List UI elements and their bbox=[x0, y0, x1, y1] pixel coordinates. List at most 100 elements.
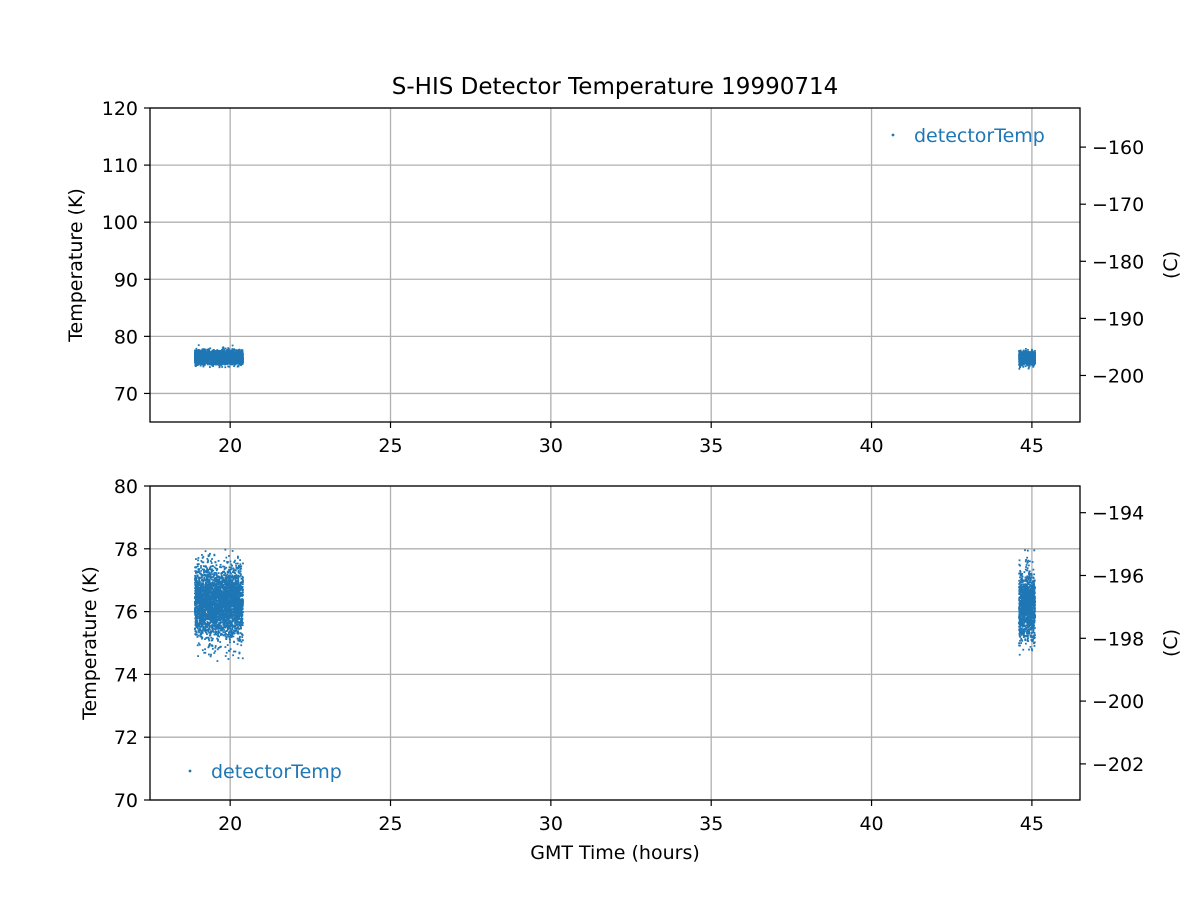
data-point bbox=[200, 359, 203, 361]
data-point bbox=[199, 353, 201, 356]
data-point bbox=[227, 347, 230, 349]
data-point bbox=[207, 348, 210, 351]
data-point bbox=[196, 352, 199, 355]
right-y-tick-label: −200 bbox=[1092, 365, 1144, 387]
data-point bbox=[236, 354, 238, 357]
data-point bbox=[197, 630, 200, 632]
data-point bbox=[222, 353, 225, 356]
data-point bbox=[232, 359, 235, 362]
data-point bbox=[223, 583, 226, 586]
data-point bbox=[1033, 351, 1036, 354]
data-point bbox=[204, 358, 207, 361]
data-point bbox=[196, 360, 198, 363]
data-point bbox=[227, 356, 229, 358]
data-point bbox=[197, 642, 200, 645]
data-point bbox=[200, 350, 203, 353]
data-point bbox=[214, 626, 217, 629]
data-point bbox=[216, 360, 219, 363]
data-point bbox=[204, 348, 207, 351]
data-point bbox=[237, 361, 240, 364]
data-point bbox=[229, 350, 232, 352]
top-right-axis-label: (C) bbox=[1160, 251, 1182, 279]
data-point bbox=[1022, 352, 1025, 355]
data-point bbox=[1023, 353, 1025, 356]
data-point bbox=[231, 344, 234, 347]
data-point bbox=[204, 363, 206, 366]
data-point bbox=[227, 362, 230, 365]
data-point bbox=[198, 356, 201, 358]
data-point bbox=[1029, 354, 1031, 357]
data-point bbox=[210, 353, 213, 356]
data-point bbox=[240, 354, 242, 357]
data-point bbox=[204, 356, 207, 359]
data-point bbox=[232, 567, 235, 570]
data-point bbox=[197, 359, 200, 362]
data-point bbox=[213, 351, 215, 354]
data-point bbox=[242, 361, 244, 364]
data-point bbox=[197, 351, 200, 354]
x-tick-label: 25 bbox=[378, 435, 402, 457]
data-point bbox=[215, 361, 218, 364]
data-point bbox=[1029, 355, 1032, 358]
data-point bbox=[232, 351, 234, 354]
data-point bbox=[211, 349, 214, 352]
data-point bbox=[208, 571, 210, 574]
data-point bbox=[1019, 366, 1022, 368]
data-point bbox=[1021, 364, 1024, 367]
data-point bbox=[199, 354, 202, 357]
data-point bbox=[199, 359, 202, 362]
data-point bbox=[223, 348, 226, 351]
data-point bbox=[200, 361, 203, 364]
x-tick-label: 45 bbox=[1020, 435, 1044, 457]
data-point bbox=[238, 353, 241, 356]
data-point bbox=[197, 344, 200, 347]
data-point bbox=[215, 360, 217, 362]
data-point bbox=[218, 351, 220, 354]
top-subplot: 20 25 30 35 40 45708090100110120−200−190−180−… bbox=[65, 98, 1182, 457]
data-point bbox=[200, 356, 203, 359]
data-point bbox=[215, 626, 218, 629]
data-point bbox=[1025, 363, 1028, 366]
data-point bbox=[218, 361, 221, 364]
data-point bbox=[207, 355, 210, 358]
data-point bbox=[1027, 364, 1030, 367]
data-point bbox=[219, 357, 222, 360]
data-point bbox=[1025, 357, 1028, 360]
data-point bbox=[195, 572, 197, 574]
data-point bbox=[236, 351, 239, 354]
data-point bbox=[209, 347, 212, 350]
data-point bbox=[236, 358, 239, 360]
data-point bbox=[214, 355, 216, 358]
right-y-tick-label: −170 bbox=[1092, 194, 1144, 216]
data-point bbox=[239, 563, 242, 566]
data-point bbox=[205, 354, 207, 357]
data-point bbox=[1019, 351, 1021, 353]
top-data-points bbox=[194, 344, 1036, 370]
data-point bbox=[202, 582, 205, 585]
data-point bbox=[207, 358, 210, 360]
data-point bbox=[1019, 364, 1021, 367]
data-point bbox=[208, 363, 211, 366]
data-point bbox=[235, 350, 238, 353]
data-point bbox=[1022, 365, 1025, 368]
data-point bbox=[195, 348, 198, 351]
data-point bbox=[226, 611, 229, 614]
data-point bbox=[218, 364, 221, 367]
data-point bbox=[1024, 365, 1027, 368]
data-point bbox=[239, 570, 242, 573]
data-point bbox=[1028, 360, 1031, 363]
data-point bbox=[210, 351, 213, 353]
data-point bbox=[207, 356, 209, 359]
top-grid bbox=[150, 107, 1080, 422]
data-point bbox=[1029, 357, 1031, 360]
data-point bbox=[230, 352, 233, 355]
data-point bbox=[202, 358, 205, 360]
data-point bbox=[226, 361, 229, 363]
data-point bbox=[238, 363, 241, 366]
data-point bbox=[217, 632, 219, 634]
data-point bbox=[239, 632, 242, 634]
data-point bbox=[1029, 362, 1032, 365]
data-point bbox=[200, 363, 203, 365]
y-tick-label: 70 bbox=[114, 383, 138, 405]
